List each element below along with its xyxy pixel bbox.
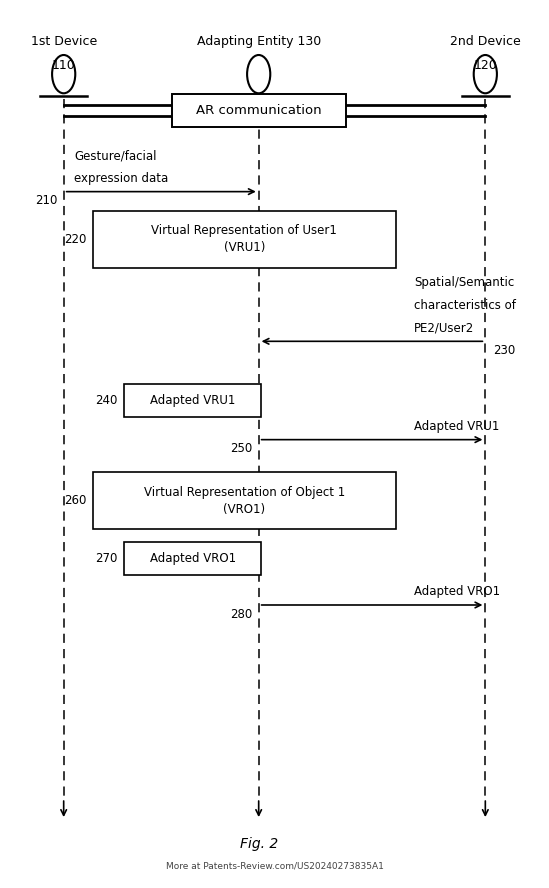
- Bar: [172, 94, 346, 127]
- Text: AR communication: AR communication: [196, 104, 322, 117]
- Text: 220: 220: [64, 233, 86, 246]
- Text: 250: 250: [230, 442, 253, 456]
- Text: 210: 210: [35, 194, 57, 207]
- Text: 120: 120: [473, 59, 497, 73]
- Text: Virtual Representation of User1
(VRU1): Virtual Representation of User1 (VRU1): [152, 225, 337, 255]
- Text: Adapted VRO1: Adapted VRO1: [150, 552, 236, 566]
- Text: 230: 230: [493, 344, 516, 357]
- Text: 110: 110: [52, 59, 76, 73]
- Text: Virtual Representation of Object 1
(VRO1): Virtual Representation of Object 1 (VRO1…: [144, 486, 345, 516]
- Text: More at Patents-Review.com/US20240273835A1: More at Patents-Review.com/US20240273835…: [166, 861, 383, 870]
- Text: 1st Device: 1st Device: [31, 35, 97, 48]
- Text: expression data: expression data: [74, 171, 169, 185]
- Text: characteristics of: characteristics of: [414, 298, 516, 312]
- Text: Adapting Entity 130: Adapting Entity 130: [197, 35, 321, 48]
- Bar: [124, 384, 261, 417]
- Bar: [124, 543, 261, 575]
- Text: Adapted VRU1: Adapted VRU1: [414, 420, 500, 432]
- Text: 260: 260: [64, 494, 86, 507]
- Text: 280: 280: [230, 607, 253, 621]
- Text: Adapted VRO1: Adapted VRO1: [414, 585, 500, 598]
- Text: PE2/User2: PE2/User2: [414, 321, 474, 335]
- Text: 2nd Device: 2nd Device: [450, 35, 520, 48]
- Text: 270: 270: [96, 552, 118, 566]
- Text: Fig. 2: Fig. 2: [239, 837, 278, 852]
- Text: Adapted VRU1: Adapted VRU1: [150, 394, 236, 407]
- Text: Gesture/facial: Gesture/facial: [74, 149, 156, 162]
- Text: Spatial/Semantic: Spatial/Semantic: [414, 276, 514, 289]
- Bar: [93, 211, 396, 268]
- Text: 240: 240: [96, 394, 118, 407]
- Bar: [93, 472, 396, 529]
